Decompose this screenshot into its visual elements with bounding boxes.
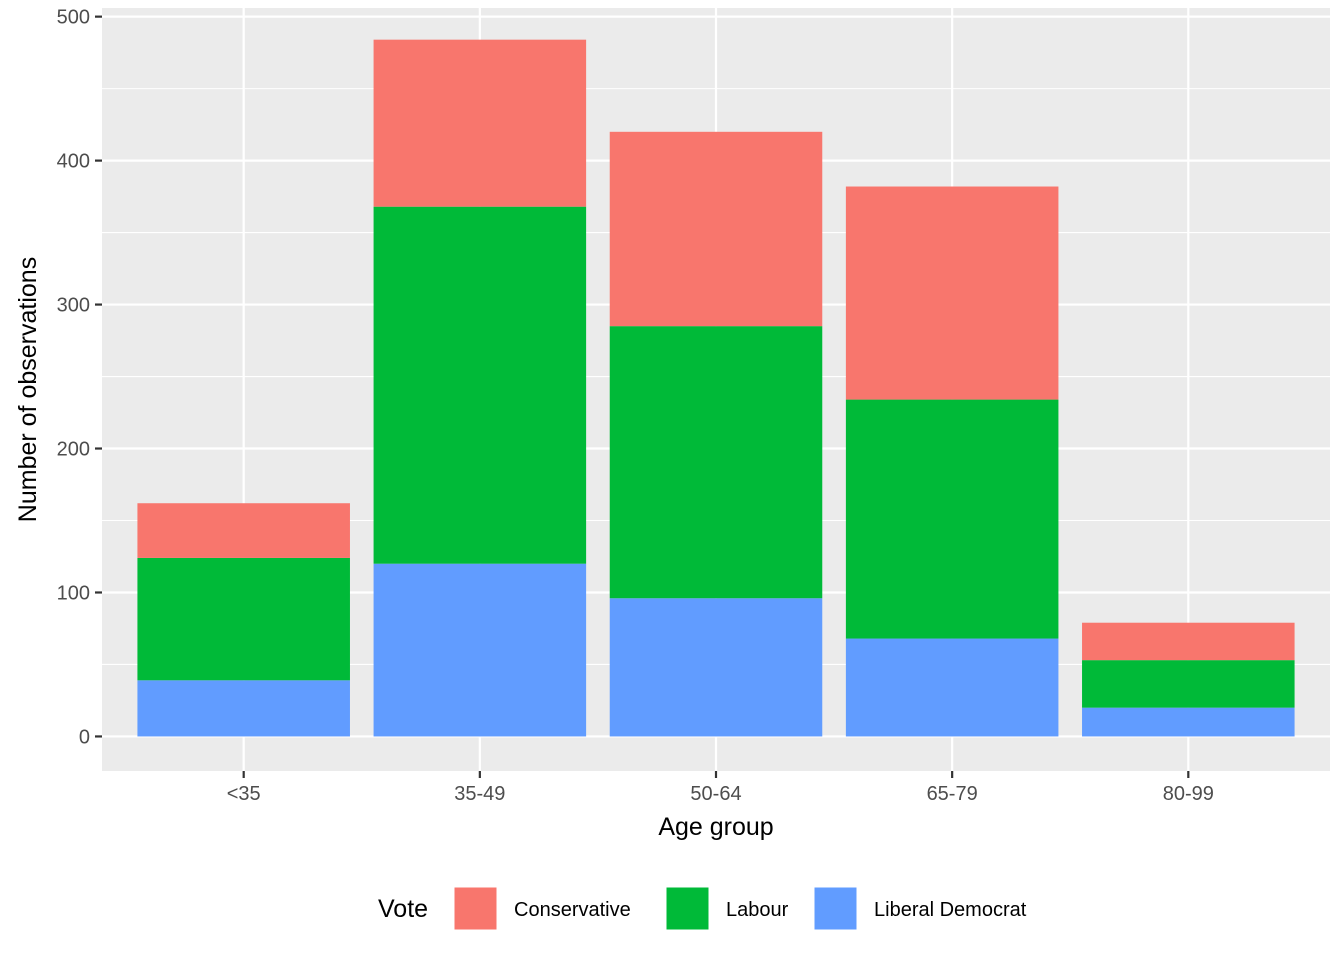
legend-label-conservative: Conservative [514, 899, 631, 921]
y-tick-label: 400 [57, 151, 90, 173]
bars [137, 39, 1295, 737]
bar-liberal-democrat-50-64 [609, 598, 823, 737]
bar-conservative-50-64 [609, 131, 823, 327]
legend-key-labour [665, 886, 710, 931]
bar-labour-50-64 [609, 326, 823, 599]
y-axis-title: Number of observations [14, 257, 42, 522]
bar-labour-35 [137, 557, 350, 681]
x-tick-label: 50-64 [690, 783, 741, 805]
y-tick-label: 100 [57, 582, 90, 604]
x-axis: <35 35-49 50-64 65-79 80-99 [227, 771, 1214, 805]
legend-key-conservative [453, 886, 498, 931]
y-tick-label: 200 [57, 439, 90, 461]
x-axis-title: Age group [658, 813, 773, 841]
y-tick-label: 300 [57, 295, 90, 317]
bar-conservative-35-49 [373, 39, 587, 207]
y-axis: 0 100 200 300 400 500 [57, 7, 102, 748]
bar-conservative-35 [137, 503, 350, 558]
bar-labour-65-79 [845, 399, 1059, 639]
bar-liberal-democrat-35 [137, 680, 350, 737]
legend-title: Vote [378, 895, 428, 923]
x-tick-label: 65-79 [927, 783, 978, 805]
bar-conservative-80-99 [1082, 622, 1295, 661]
y-tick-label: 0 [79, 726, 90, 748]
bar-liberal-democrat-65-79 [845, 638, 1059, 737]
x-tick-label: <35 [227, 783, 261, 805]
bar-liberal-democrat-35-49 [373, 563, 587, 737]
legend-key-liberal-democrat [813, 886, 858, 931]
legend-label-liberal-democrat: Liberal Democrat [874, 899, 1027, 921]
bar-conservative-65-79 [845, 186, 1059, 400]
legend-label-labour: Labour [726, 899, 789, 921]
x-tick-label: 80-99 [1163, 783, 1214, 805]
x-tick-label: 35-49 [454, 783, 505, 805]
legend: Vote Conservative Labour Liberal Democrat [378, 886, 1027, 931]
bar-labour-80-99 [1082, 660, 1295, 708]
y-tick-label: 500 [57, 7, 90, 29]
bar-labour-35-49 [373, 206, 587, 564]
bar-liberal-democrat-80-99 [1082, 707, 1295, 737]
